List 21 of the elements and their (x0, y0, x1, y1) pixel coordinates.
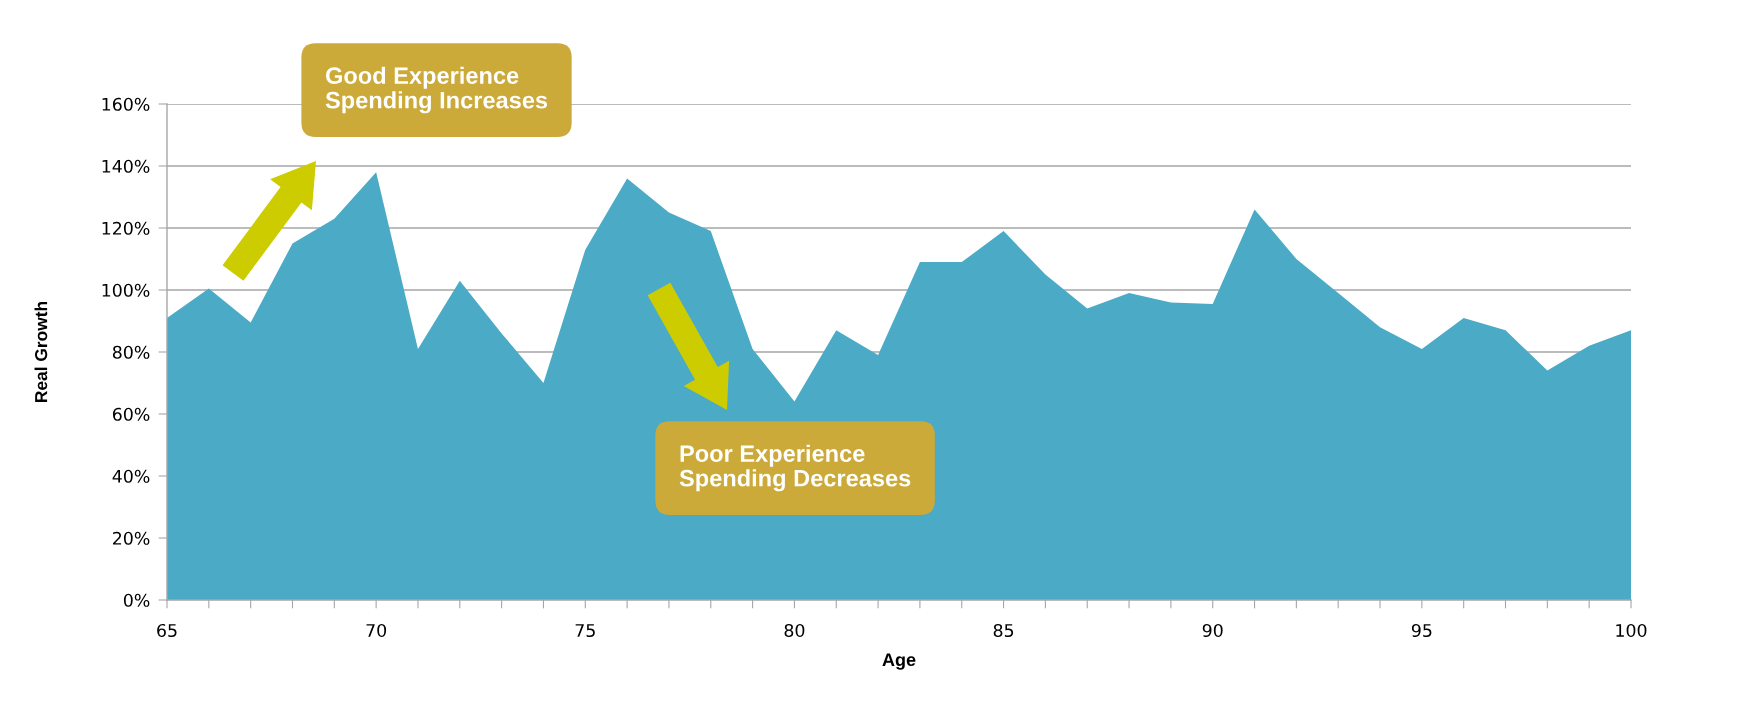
y-tick-label: 40% (112, 469, 150, 483)
y-tick-label: 160% (102, 97, 150, 111)
x-tick-label: 70 (366, 623, 387, 638)
y-tick-label: 60% (112, 407, 150, 421)
x-tick-label: 75 (575, 624, 595, 638)
y-tick-label: 120% (102, 221, 150, 235)
y-axis-title: Real Growth (34, 301, 48, 402)
y-tick-label: 140% (102, 159, 150, 173)
annotation: Poor Experience Spending Decreases (679, 444, 911, 492)
x-tick-label: 80 (784, 623, 805, 638)
x-tick-label: 100 (1616, 623, 1647, 638)
x-tick-label: 90 (1202, 623, 1223, 638)
x-tick-label: 95 (1411, 623, 1432, 638)
y-tick-label: 0% (123, 593, 150, 607)
y-tick-label: 20% (113, 531, 150, 545)
y-tick-label: 80% (112, 345, 150, 359)
y-tick-label: 100% (102, 283, 150, 297)
x-tick-label: 85 (993, 623, 1014, 638)
x-axis-title: Age (882, 653, 916, 670)
annotation: Good Experience Spending Increases (325, 66, 548, 114)
x-tick-label: 65 (157, 623, 177, 638)
